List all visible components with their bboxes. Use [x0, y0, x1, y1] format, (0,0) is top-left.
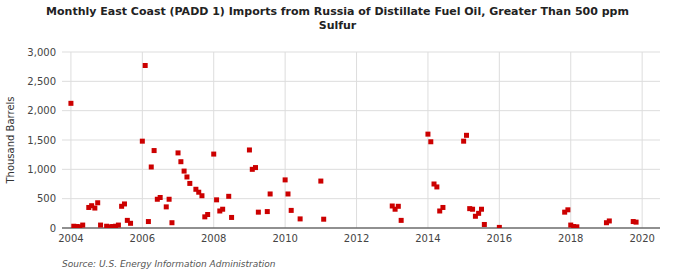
point: [425, 132, 430, 137]
point: [68, 101, 73, 106]
ticks: 0 500 1,000 1,500 2,000 2,500 3,000 2004 2006 200…: [27, 47, 655, 245]
y-grid-line: [62, 228, 660, 229]
point: [285, 191, 290, 196]
y-axis-label: Thousand Barrels: [5, 96, 16, 184]
x-grid-line: [213, 52, 214, 228]
y-tick-label: 2,500: [27, 76, 56, 87]
point: [229, 215, 234, 220]
point: [574, 224, 579, 228]
point: [434, 184, 439, 189]
point: [187, 181, 192, 186]
x-tick-label: 2014: [415, 233, 440, 244]
point: [253, 165, 258, 170]
point: [122, 201, 127, 206]
point: [289, 208, 294, 213]
x-grid-line: [70, 52, 71, 228]
point: [146, 219, 151, 224]
point: [205, 212, 210, 217]
point: [479, 207, 484, 212]
point: [464, 133, 469, 138]
y-tick-label: 0: [50, 223, 56, 234]
title: Monthly East Coast (PADD 1) Imports from…: [46, 5, 629, 32]
points: [68, 63, 638, 228]
point: [169, 220, 174, 225]
point: [211, 152, 216, 157]
grid: [62, 52, 660, 228]
title-line: Monthly East Coast (PADD 1) Imports from…: [46, 5, 629, 18]
point: [184, 174, 189, 179]
point: [256, 210, 261, 215]
point: [143, 63, 148, 68]
point: [482, 222, 487, 227]
point: [318, 179, 323, 184]
x-grid-line: [427, 52, 428, 228]
x-grid-line: [356, 52, 357, 228]
point: [176, 150, 181, 155]
point: [321, 217, 326, 222]
point: [164, 204, 169, 209]
point: [298, 216, 303, 221]
point: [396, 204, 401, 209]
x-grid-line: [499, 52, 500, 228]
x-grid-line: [570, 52, 571, 228]
point: [199, 193, 204, 198]
chart: Monthly East Coast (PADD 1) Imports from…: [0, 0, 675, 275]
x-tick-label: 2004: [58, 233, 83, 244]
point: [226, 194, 231, 199]
point: [128, 221, 133, 226]
point: [182, 169, 187, 174]
point: [265, 209, 270, 214]
point: [140, 139, 145, 144]
x-tick-label: 2012: [344, 233, 369, 244]
x-tick-label: 2016: [487, 233, 512, 244]
point: [92, 206, 97, 211]
point: [283, 177, 288, 182]
x-axis-line: [62, 228, 660, 229]
point: [98, 223, 103, 228]
point: [634, 220, 639, 225]
x-tick-label: 2010: [272, 233, 297, 244]
x-grid-line: [285, 52, 286, 228]
point: [399, 218, 404, 223]
point: [440, 205, 445, 210]
point: [214, 197, 219, 202]
x-tick-label: 2006: [130, 233, 155, 244]
point: [220, 207, 225, 212]
point: [167, 197, 172, 202]
point: [268, 191, 273, 196]
point: [607, 218, 612, 223]
point: [565, 207, 570, 212]
y-tick-label: 1,000: [27, 164, 56, 175]
y-tick-label: 1,500: [27, 135, 56, 146]
point: [95, 200, 100, 205]
title-line: Sulfur: [319, 19, 357, 32]
x-tick-label: 2008: [201, 233, 226, 244]
y-tick-label: 500: [37, 193, 56, 204]
point: [247, 147, 252, 152]
point: [80, 223, 85, 228]
point: [497, 225, 502, 228]
x-tick-label: 2020: [629, 233, 654, 244]
point: [149, 164, 154, 169]
source: Source: U.S. Energy Information Administ…: [62, 259, 276, 269]
y-tick-label: 2,000: [27, 105, 56, 116]
point: [158, 195, 163, 200]
point: [428, 139, 433, 144]
x-tick-label: 2018: [558, 233, 583, 244]
point: [116, 223, 121, 228]
point: [461, 139, 466, 144]
point: [470, 207, 475, 212]
point: [152, 148, 157, 153]
point: [178, 159, 183, 164]
x-grid-line: [642, 52, 643, 228]
y-tick-label: 3,000: [27, 47, 56, 58]
